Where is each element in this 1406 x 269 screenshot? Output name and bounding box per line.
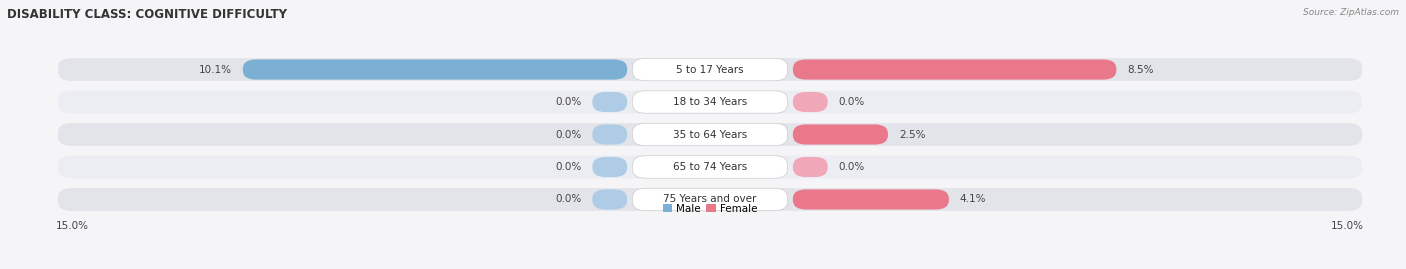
- Text: 8.5%: 8.5%: [1128, 65, 1154, 75]
- FancyBboxPatch shape: [793, 92, 828, 112]
- FancyBboxPatch shape: [58, 188, 1362, 211]
- Text: 0.0%: 0.0%: [555, 162, 582, 172]
- Text: 65 to 74 Years: 65 to 74 Years: [673, 162, 747, 172]
- FancyBboxPatch shape: [793, 189, 949, 210]
- FancyBboxPatch shape: [633, 91, 787, 113]
- Text: 15.0%: 15.0%: [1331, 221, 1364, 231]
- Text: 0.0%: 0.0%: [555, 97, 582, 107]
- FancyBboxPatch shape: [633, 123, 787, 146]
- Text: Source: ZipAtlas.com: Source: ZipAtlas.com: [1303, 8, 1399, 17]
- Text: 10.1%: 10.1%: [198, 65, 232, 75]
- FancyBboxPatch shape: [58, 155, 1362, 178]
- Text: 0.0%: 0.0%: [555, 129, 582, 140]
- Text: 5 to 17 Years: 5 to 17 Years: [676, 65, 744, 75]
- FancyBboxPatch shape: [793, 125, 889, 144]
- FancyBboxPatch shape: [58, 123, 1362, 146]
- FancyBboxPatch shape: [633, 188, 787, 211]
- Text: 35 to 64 Years: 35 to 64 Years: [673, 129, 747, 140]
- FancyBboxPatch shape: [793, 59, 1116, 80]
- FancyBboxPatch shape: [592, 125, 627, 144]
- Text: 0.0%: 0.0%: [555, 194, 582, 204]
- FancyBboxPatch shape: [592, 157, 627, 177]
- Text: DISABILITY CLASS: COGNITIVE DIFFICULTY: DISABILITY CLASS: COGNITIVE DIFFICULTY: [7, 8, 287, 21]
- Text: 2.5%: 2.5%: [898, 129, 925, 140]
- FancyBboxPatch shape: [592, 92, 627, 112]
- Text: 0.0%: 0.0%: [838, 97, 865, 107]
- FancyBboxPatch shape: [633, 58, 787, 81]
- FancyBboxPatch shape: [592, 189, 627, 210]
- Text: 18 to 34 Years: 18 to 34 Years: [673, 97, 747, 107]
- FancyBboxPatch shape: [633, 156, 787, 178]
- FancyBboxPatch shape: [243, 59, 627, 80]
- FancyBboxPatch shape: [58, 58, 1362, 81]
- Text: 0.0%: 0.0%: [838, 162, 865, 172]
- Text: 4.1%: 4.1%: [960, 194, 986, 204]
- Text: 15.0%: 15.0%: [56, 221, 89, 231]
- FancyBboxPatch shape: [58, 91, 1362, 114]
- Legend: Male, Female: Male, Female: [662, 204, 758, 214]
- Text: 75 Years and over: 75 Years and over: [664, 194, 756, 204]
- FancyBboxPatch shape: [793, 157, 828, 177]
